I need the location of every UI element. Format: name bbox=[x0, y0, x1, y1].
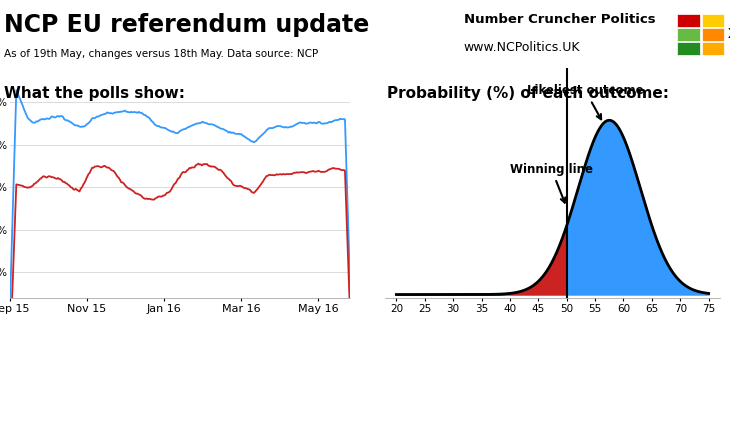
Text: (=): (=) bbox=[163, 409, 181, 419]
Text: (-0.7): (-0.7) bbox=[437, 409, 467, 419]
Text: (+0.4): (+0.4) bbox=[44, 409, 80, 419]
Text: X: X bbox=[728, 27, 730, 41]
Text: 42.1: 42.1 bbox=[141, 361, 203, 385]
Text: NCP EU referendum update: NCP EU referendum update bbox=[4, 13, 369, 37]
Text: Likeliest outcome: Likeliest outcome bbox=[527, 84, 644, 119]
Text: REMAIN: REMAIN bbox=[638, 325, 690, 338]
Text: 18.9: 18.9 bbox=[421, 361, 483, 385]
Text: Probability (%) of each outcome:: Probability (%) of each outcome: bbox=[387, 86, 669, 101]
Text: As of 19th May, changes versus 18th May. Data source: NCP: As of 19th May, changes versus 18th May.… bbox=[4, 49, 318, 59]
Text: (-0.4): (-0.4) bbox=[266, 409, 297, 419]
Text: REMAIN: REMAIN bbox=[36, 325, 88, 338]
Text: 46.9: 46.9 bbox=[31, 361, 93, 385]
Text: LEAVE: LEAVE bbox=[431, 325, 472, 338]
Text: www.NCPolitics.UK: www.NCPolitics.UK bbox=[464, 41, 580, 54]
Text: 81.1: 81.1 bbox=[633, 361, 695, 385]
Text: (+0.7): (+0.7) bbox=[646, 409, 682, 419]
Text: DK: DK bbox=[272, 325, 291, 338]
Text: LEAVE: LEAVE bbox=[152, 325, 193, 338]
Text: Number Cruncher Politics: Number Cruncher Politics bbox=[464, 13, 656, 26]
Text: What the polls show:: What the polls show: bbox=[4, 86, 185, 101]
Text: 11.0: 11.0 bbox=[251, 361, 313, 385]
Text: Winning line: Winning line bbox=[510, 163, 593, 203]
